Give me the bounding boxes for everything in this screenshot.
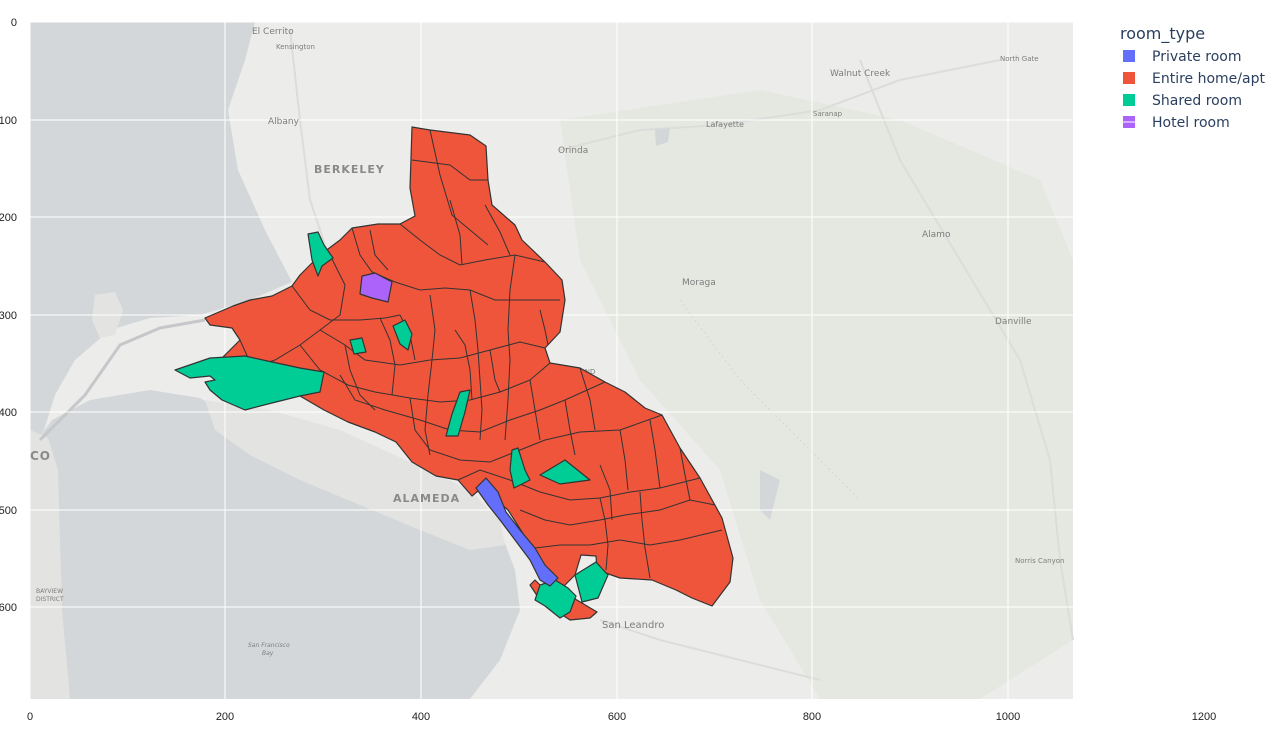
hills-area [560, 90, 1073, 699]
legend-item-entire-home-apt[interactable]: Entire home/apt [1123, 71, 1265, 87]
y-tick-300: 300 [0, 310, 17, 322]
region-hotel-room[interactable] [359, 272, 393, 303]
label-moraga: Moraga [682, 278, 716, 288]
region-shared-room-fruitvale[interactable] [445, 389, 471, 437]
x-tick-400: 400 [412, 711, 430, 723]
sf-peninsula [30, 430, 70, 699]
label-el-cerrito: El Cerrito [252, 27, 294, 37]
legend-swatch-shared-room [1123, 94, 1135, 106]
legend-label-entire-home-apt: Entire home/apt [1152, 71, 1265, 87]
y-tick-0: 0 [11, 17, 17, 29]
region-shared-room-east-1[interactable] [509, 447, 531, 489]
legend-item-hotel-room[interactable]: Hotel room [1123, 115, 1230, 131]
y-tick-200: 200 [0, 212, 17, 224]
x-axis-ticks: 0 200 400 600 800 1000 1200 [27, 711, 1216, 723]
label-san-leandro: San Leandro [602, 620, 664, 631]
y-axis-ticks: 0 100 200 300 400 500 600 [0, 17, 17, 614]
y-tick-100: 100 [0, 115, 17, 127]
label-sf-bay-2: Bay [262, 650, 274, 657]
bay-water-north [30, 22, 292, 450]
region-private-room[interactable] [475, 477, 559, 587]
label-berkeley: BERKELEY [314, 163, 385, 176]
legend: room_type Private room Entire home/apt S… [1120, 24, 1265, 131]
legend-item-private-room[interactable]: Private room [1123, 49, 1241, 65]
label-north-gate: North Gate [1000, 55, 1039, 63]
legend-label-private-room: Private room [1152, 49, 1241, 65]
region-shared-room-south-1[interactable] [574, 561, 609, 603]
region-shared-room-west-oakland[interactable] [174, 355, 325, 411]
x-tick-1200: 1200 [1192, 711, 1216, 723]
region-shared-room-north[interactable] [307, 231, 334, 277]
label-district: DISTRICT [36, 596, 64, 603]
label-bayview: BAYVIEW [36, 588, 63, 595]
label-walnut-creek: Walnut Creek [830, 69, 891, 79]
label-sf-bay-1: San Francisco [248, 642, 290, 649]
label-orinda: Orinda [558, 146, 588, 156]
region-entire-home-apt-main[interactable] [204, 126, 734, 621]
label-saranap: Saranap [813, 110, 843, 118]
region-boundaries [239, 129, 723, 579]
label-kensington: Kensington [276, 43, 315, 51]
x-tick-200: 200 [216, 711, 234, 723]
y-tick-600: 600 [0, 602, 17, 614]
legend-label-hotel-room: Hotel room [1152, 115, 1230, 131]
alameda-island [205, 400, 505, 550]
legend-label-shared-room: Shared room [1152, 93, 1242, 109]
basemap-tiles [30, 22, 1074, 699]
x-tick-800: 800 [803, 711, 821, 723]
region-shared-room-center-2[interactable] [349, 337, 367, 355]
label-albany: Albany [268, 117, 300, 127]
y-tick-500: 500 [0, 505, 17, 517]
legend-item-shared-room[interactable]: Shared room [1123, 93, 1242, 109]
bay-bridge [38, 318, 206, 442]
y-tick-400: 400 [0, 407, 17, 419]
x-tick-1000: 1000 [996, 711, 1020, 723]
label-lafayette: Lafayette [706, 120, 744, 129]
label-danville: Danville [995, 317, 1032, 327]
legend-swatch-private-room [1123, 50, 1135, 62]
label-alameda: ALAMEDA [393, 492, 460, 505]
region-shared-room-south-2[interactable] [534, 579, 577, 619]
region-shared-room-east-2[interactable] [539, 459, 591, 485]
choropleth-regions [174, 126, 734, 621]
x-tick-600: 600 [608, 711, 626, 723]
region-shared-room-center-1[interactable] [392, 319, 413, 351]
label-norris-canyon: Norris Canyon [1015, 557, 1064, 565]
x-tick-0: 0 [27, 711, 33, 723]
legend-swatch-entire-home-apt [1123, 72, 1135, 84]
legend-title: room_type [1120, 24, 1205, 44]
label-alamo: Alamo [922, 230, 951, 240]
label-sf-partial: CO [30, 449, 51, 463]
